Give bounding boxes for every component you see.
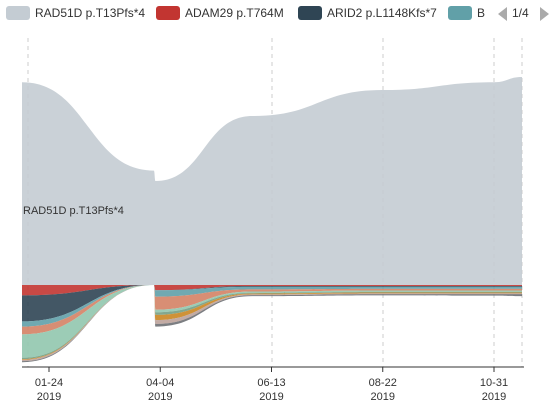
x-tick-year: 2019 [259,391,283,403]
x-tick-year: 2019 [37,391,61,403]
legend-items: RAD51D p.T13Pfs*4 ADAM29 p.T764M ARID2 p… [0,0,490,26]
legend-swatch [156,6,180,20]
legend-label: B [477,6,486,20]
x-tick-label: 08-22 [369,377,397,389]
streams [22,77,522,363]
legend-label: RAD51D p.T13Pfs*4 [35,6,146,20]
x-tick-year: 2019 [148,391,172,403]
x-tick-label: 01-24 [35,377,63,389]
legend-prev-page-icon[interactable] [498,7,507,21]
x-tick-label: 04-04 [146,377,174,389]
x-tick-year: 2019 [371,391,395,403]
stream-5[interactable] [22,285,522,335]
stream-7[interactable] [22,285,522,360]
x-tick-label: 06-13 [257,377,285,389]
x-tick-year: 2019 [482,391,506,403]
stream-label: RAD51D p.T13Pfs*4 [23,205,124,217]
x-tick-label: 10-31 [480,377,508,389]
legend-swatch [6,6,30,20]
legend-label: ADAM29 p.T764M [185,6,284,20]
x-axis: 01-24 2019 04-04 2019 06-13 2019 08-22 2019 10-3… [22,366,524,403]
legend-swatch [448,6,472,20]
legend-swatch [298,6,322,20]
legend-page-indicator: 1/4 [512,6,529,20]
legend-next-page-icon[interactable] [540,7,549,21]
stream-1[interactable] [22,77,522,285]
chart-legend: RAD51D p.T13Pfs*4 ADAM29 p.T764M ARID2 p… [0,0,550,26]
legend-label: ARID2 p.L1148Kfs*7 [327,6,437,20]
